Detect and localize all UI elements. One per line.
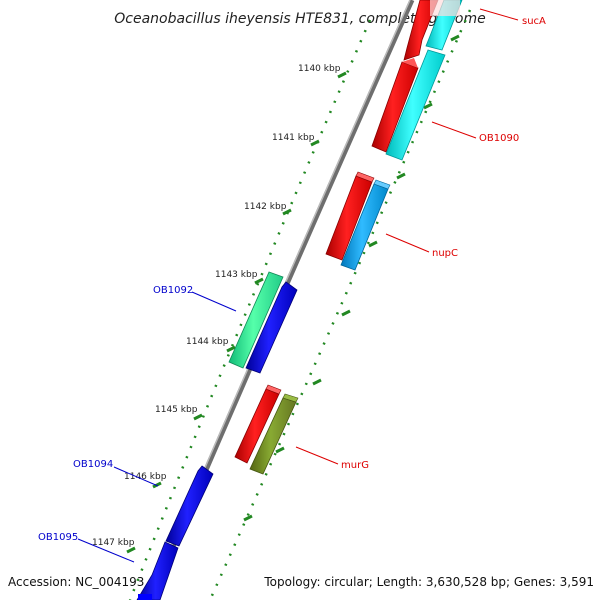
gene-OB1092-blue-feature[interactable] [245,281,298,374]
gene-label-murG[interactable]: murG [341,460,369,471]
gene-OB1090-red-tip [402,58,418,68]
gene-OB1095-bottom-mark [138,594,152,600]
leader-nupC [385,233,430,253]
tick-label-1140: 1140 kbp [298,64,341,74]
gene-label-OB1095[interactable]: OB1095 [38,532,78,543]
gene-label-OB1094[interactable]: OB1094 [73,459,113,470]
gene-label-sucA[interactable]: sucA [522,16,546,27]
tick-label-1147: 1147 kbp [92,538,135,548]
gene-label-nupC[interactable]: nupC [432,248,458,259]
map-title: Oceanobacillus iheyensis HTE831, complet… [114,11,485,27]
accession-label: Accession: NC_004193 [8,575,144,589]
ruler-ticks [126,71,347,554]
ruler-track [128,19,372,600]
genome-stats-label: Topology: circular; Length: 3,630,528 bp… [263,575,594,589]
tick-label-1146: 1146 kbp [124,472,167,482]
tick-label-1145: 1145 kbp [155,405,198,415]
gene-OB1090-cyan-feature[interactable] [385,49,446,161]
gene-nupC-red-cap [355,171,375,183]
leader-OB1094 [113,466,159,487]
leader-OB1092 [191,291,237,312]
leader-sucA [479,8,519,21]
leader-OB1095 [77,538,135,563]
gene-murG-olive-cap [282,393,299,403]
tick-label-1144: 1144 kbp [186,337,229,347]
gene-label-OB1092[interactable]: OB1092 [153,285,193,296]
leader-OB1090 [431,121,477,139]
gene-OB1090-red-feature[interactable] [371,61,419,153]
gene-OB1092-mint-feature[interactable] [228,271,284,369]
tick-label-1143: 1143 kbp [215,270,258,280]
tick-label-1142: 1142 kbp [244,202,287,212]
leader-murG [295,446,339,465]
gene-sucA-highlight [430,0,460,16]
gene-murG-red-cap [265,384,282,395]
tick-label-1141: 1141 kbp [272,133,315,143]
gene-sucA-feature[interactable] [403,0,439,61]
gene-nupC-sky-cap [373,179,391,190]
gene-OB1094-feature[interactable] [165,465,214,547]
gene-label-OB1090[interactable]: OB1090 [479,133,519,144]
inner-ruler-ticks [243,34,460,522]
gene-OB1095-feature[interactable] [136,541,179,600]
